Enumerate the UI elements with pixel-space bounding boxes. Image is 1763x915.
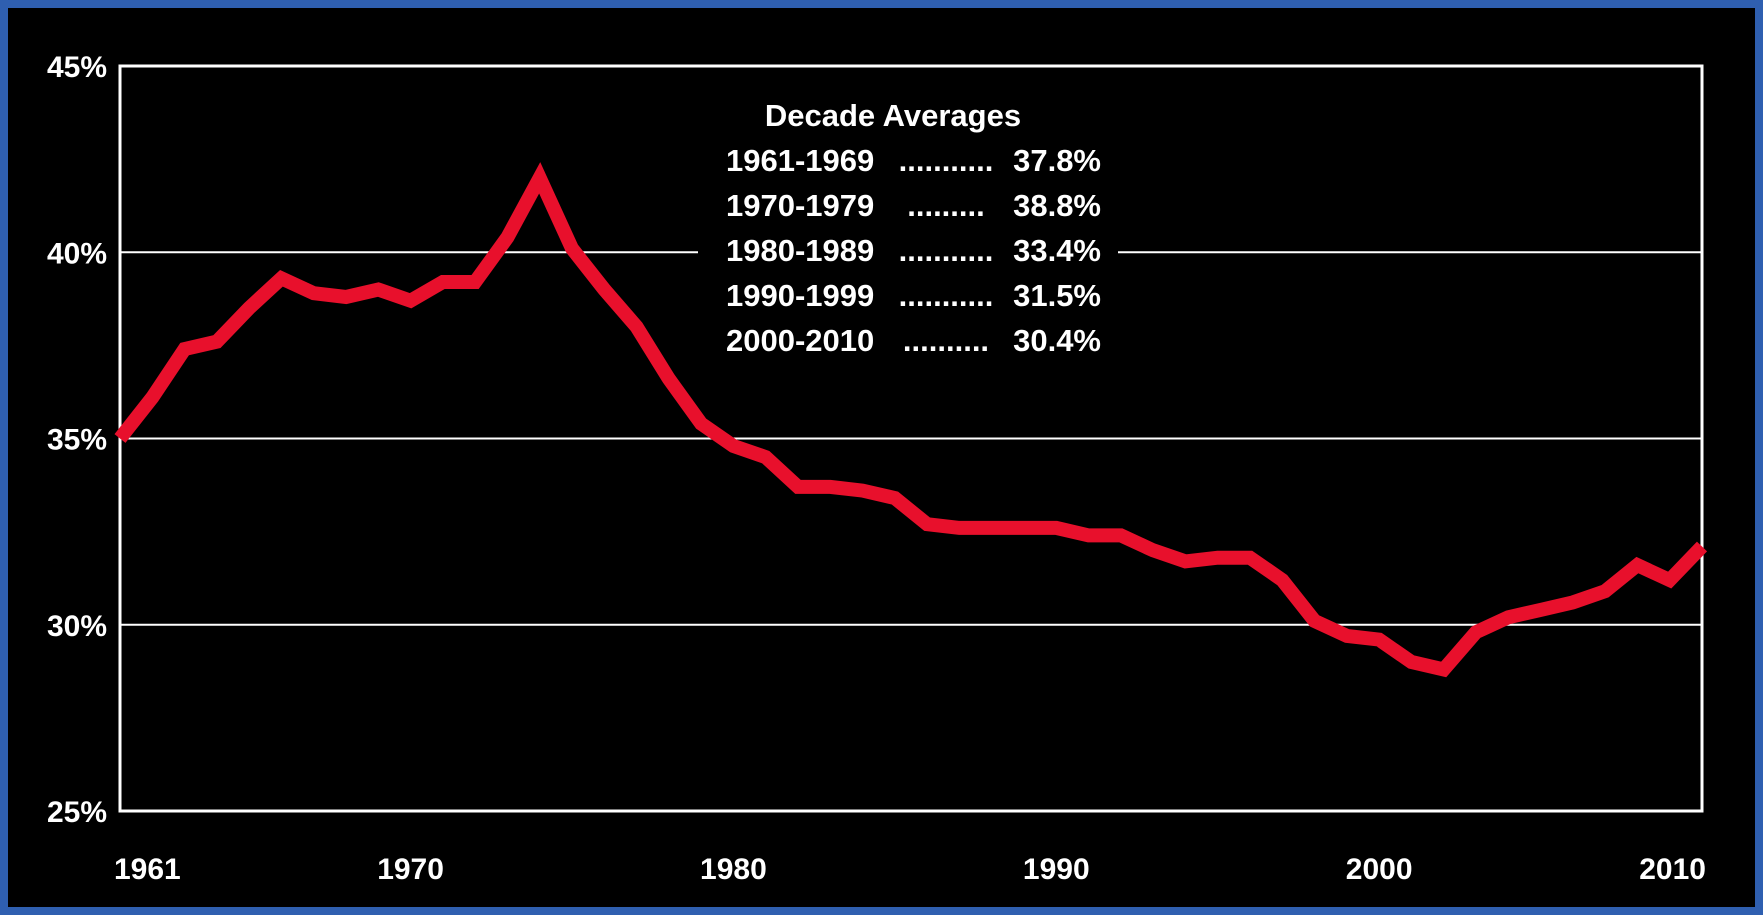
decade-range: 1970-1979 (726, 188, 874, 223)
decade-average-value: 31.5% (1013, 278, 1101, 313)
decade-leader-dots: ........... (899, 233, 994, 268)
decade-average-value: 37.8% (1013, 143, 1101, 178)
decade-leader-dots: ........... (899, 143, 994, 178)
data-points (119, 177, 1703, 670)
y-tick-label: 30% (47, 610, 107, 643)
series-line (114, 162, 1708, 678)
x-tick-label: 2000 (1346, 853, 1413, 886)
x-tick-label: 1961 (114, 853, 181, 886)
decade-range: 2000-2010 (726, 323, 874, 358)
x-tick-label: 1970 (377, 853, 444, 886)
decade-range: 1980-1989 (726, 233, 874, 268)
decade-range: 1961-1969 (726, 143, 874, 178)
decade-range: 1990-1999 (726, 278, 874, 313)
y-tick-label: 25% (47, 796, 107, 829)
y-tick-label: 40% (47, 237, 107, 270)
decade-averages-rows: 1961-1969........... 37.8% 1970-1979......… (726, 143, 1101, 358)
x-tick-label: 1990 (1023, 853, 1090, 886)
decade-averages-title: Decade Averages (765, 98, 1021, 133)
x-tick-label: 2010 (1639, 853, 1706, 886)
decade-average-value: 33.4% (1013, 233, 1101, 268)
chart-frame: Decade Averages 1961-1969........... 37.8… (8, 8, 1755, 907)
decade-averages-box: Decade Averages 1961-1969........... 37.8… (698, 86, 1118, 371)
x-tick-labels: 1961 1970 1980 1990 2000 2010 (114, 853, 1706, 886)
y-tick-label: 35% (47, 424, 107, 457)
decade-leader-dots: .......... (903, 323, 989, 358)
decade-average-value: 30.4% (1013, 323, 1101, 358)
decade-leader-dots: ......... (907, 188, 985, 223)
y-tick-labels: 45% 40% 35% 30% 25% (47, 51, 107, 829)
line-chart: Decade Averages 1961-1969........... 37.8… (47, 51, 1708, 886)
decade-averages-backdrop (698, 86, 1118, 371)
decade-average-value: 38.8% (1013, 188, 1101, 223)
x-tick-label: 1980 (700, 853, 767, 886)
y-tick-label: 45% (47, 51, 107, 84)
decade-leader-dots: ........... (899, 278, 994, 313)
